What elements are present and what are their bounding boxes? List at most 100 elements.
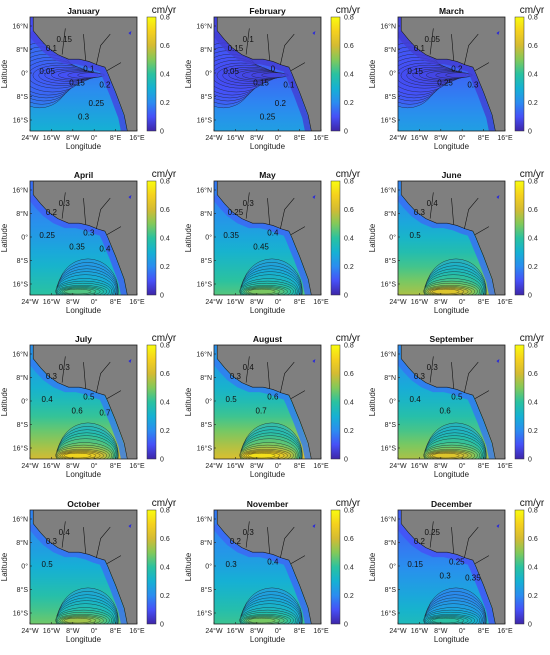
contour-label: 0.6 bbox=[267, 393, 279, 402]
colorbar-tick-label: 0 bbox=[528, 293, 532, 300]
colorbar-tick-label: 0 bbox=[344, 293, 348, 300]
land-mask bbox=[400, 510, 505, 624]
colorbar bbox=[330, 509, 341, 625]
colorbar-tick-label: 0.8 bbox=[528, 179, 538, 186]
contour-label: 0.3 bbox=[243, 199, 255, 208]
x-tick-label: 8°W bbox=[434, 627, 448, 635]
panel-october: 0.3 0.4 0.5 October 24°W 16°W 8°W 0° 8°E 16°E Long… bbox=[0, 493, 183, 655]
colorbar-tick-label: 0.4 bbox=[344, 72, 354, 79]
x-tick-label: 16°W bbox=[227, 462, 245, 470]
x-axis-label: Longitude bbox=[434, 470, 470, 479]
y-tick-label: 16°S bbox=[13, 281, 29, 289]
contour-zone-13 bbox=[248, 453, 276, 459]
border-line-3 bbox=[106, 226, 122, 235]
contour-label: 0.4 bbox=[59, 528, 71, 537]
y-tick-label: 16°S bbox=[13, 117, 29, 125]
x-tick-label: 16°E bbox=[313, 298, 329, 306]
x-tick-label: 8°W bbox=[66, 134, 80, 142]
border-line-3 bbox=[474, 226, 490, 235]
x-tick-label: 24°W bbox=[205, 298, 223, 306]
lake-mark bbox=[128, 358, 132, 363]
map-september: 0.30.3 0.4 0.5 0.6 September 24°W 16°W 8°W 0° 8°E… bbox=[368, 333, 545, 479]
contour-zone-13 bbox=[248, 289, 276, 295]
colorbar bbox=[146, 180, 157, 296]
x-tick-label: 8°W bbox=[66, 627, 80, 635]
y-tick-label: 16°N bbox=[12, 516, 28, 524]
y-tick-label: 0° bbox=[21, 398, 28, 406]
border-line-1 bbox=[451, 362, 454, 389]
map-frame bbox=[29, 16, 138, 132]
x-tick-label: 8°W bbox=[250, 462, 264, 470]
contour-label: 0.45 bbox=[253, 242, 269, 251]
x-tick-label: 16°E bbox=[129, 462, 145, 470]
y-tick-label: 16°S bbox=[197, 610, 213, 618]
colorbar-tick-label: 0.8 bbox=[528, 15, 538, 22]
border-line-1 bbox=[83, 527, 86, 554]
y-tick-label: 16°S bbox=[381, 610, 397, 618]
contour-label: 0.1 bbox=[83, 65, 95, 74]
y-axis-label: Latitude bbox=[368, 552, 377, 581]
colorbar-tick-label: 0.2 bbox=[528, 428, 538, 435]
border-line-1 bbox=[267, 34, 270, 61]
colorbar-tick-label: 0.2 bbox=[160, 428, 170, 435]
colorbar-unit-label: cm/yr bbox=[336, 5, 361, 16]
y-tick-label: 8°S bbox=[17, 586, 29, 594]
map-frame bbox=[29, 344, 138, 460]
map-frame bbox=[213, 180, 322, 296]
land-mask bbox=[400, 181, 505, 295]
contour-label: 0.6 bbox=[72, 406, 84, 415]
colorbar-tick-label: 0 bbox=[160, 622, 164, 629]
panel-title: January bbox=[67, 6, 100, 16]
x-tick-label: 8°E bbox=[478, 134, 490, 142]
border-line-3 bbox=[106, 62, 122, 71]
contour-label: 0.05 bbox=[424, 35, 440, 44]
colorbar-tick-label: 0 bbox=[160, 129, 164, 136]
border-line-3 bbox=[290, 62, 306, 71]
map-march: 0.10.05 0.15 0.2 0.25 0.3 March 24°W 16°W 8°W 0° 8… bbox=[368, 5, 545, 151]
map-frame bbox=[213, 344, 322, 460]
contour-label: 0.4 bbox=[42, 395, 54, 404]
contour-label: 0.05 bbox=[223, 67, 239, 76]
contour-label: 0.25 bbox=[424, 528, 440, 537]
colorbar-tick-label: 0.2 bbox=[344, 264, 354, 271]
x-tick-label: 8°W bbox=[434, 134, 448, 142]
contour-zone-13 bbox=[64, 289, 92, 295]
lake-mark bbox=[496, 194, 500, 199]
y-tick-label: 8°N bbox=[16, 374, 28, 382]
land-mask bbox=[32, 345, 137, 459]
y-tick-label: 8°S bbox=[17, 257, 29, 265]
y-tick-label: 8°S bbox=[385, 586, 397, 594]
contour-label: 0.5 bbox=[42, 560, 54, 569]
border-line-0 bbox=[429, 192, 434, 219]
border-line-1 bbox=[451, 198, 454, 225]
colorbar-tick-label: 0.2 bbox=[344, 428, 354, 435]
y-tick-label: 16°N bbox=[12, 351, 28, 359]
colorbar-tick-label: 0.2 bbox=[160, 264, 170, 271]
contour-label: 0.5 bbox=[451, 393, 463, 402]
border-line-3 bbox=[290, 390, 306, 399]
panel-march: 0.1 0.05 0.15 0.2 0.25 0.3 March 24°W 16°W 8°W 0° 8… bbox=[368, 0, 550, 162]
y-tick-label: 8°N bbox=[200, 210, 212, 218]
colorbar-tick-label: 0.4 bbox=[160, 236, 170, 243]
contour-zone-13 bbox=[248, 618, 276, 624]
panel-title: December bbox=[431, 499, 473, 509]
x-tick-label: 16°E bbox=[497, 134, 513, 142]
x-axis-label: Longitude bbox=[66, 635, 102, 644]
contour-zone-13 bbox=[432, 618, 460, 624]
x-tick-label: 16°E bbox=[313, 627, 329, 635]
x-axis-label: Longitude bbox=[250, 142, 286, 151]
x-tick-label: 24°W bbox=[389, 298, 407, 306]
border-line-1 bbox=[451, 527, 454, 554]
y-axis-label: Latitude bbox=[184, 59, 193, 88]
y-tick-label: 0° bbox=[389, 563, 396, 571]
x-tick-label: 8°W bbox=[250, 134, 264, 142]
colorbar-tick-label: 0.4 bbox=[344, 236, 354, 243]
panel-august: 0.3 0.4 0.5 0.6 0.7 August 24°W 16°W 8°W 0° 8°E 16°… bbox=[184, 328, 367, 490]
border-line-2 bbox=[96, 33, 111, 65]
colorbar-tick-label: 0.4 bbox=[344, 565, 354, 572]
x-tick-label: 8°W bbox=[250, 298, 264, 306]
colorbar-tick-label: 0.4 bbox=[528, 72, 538, 79]
contour-label: 0.3 bbox=[243, 528, 255, 537]
contour-label: 0.3 bbox=[440, 571, 452, 580]
